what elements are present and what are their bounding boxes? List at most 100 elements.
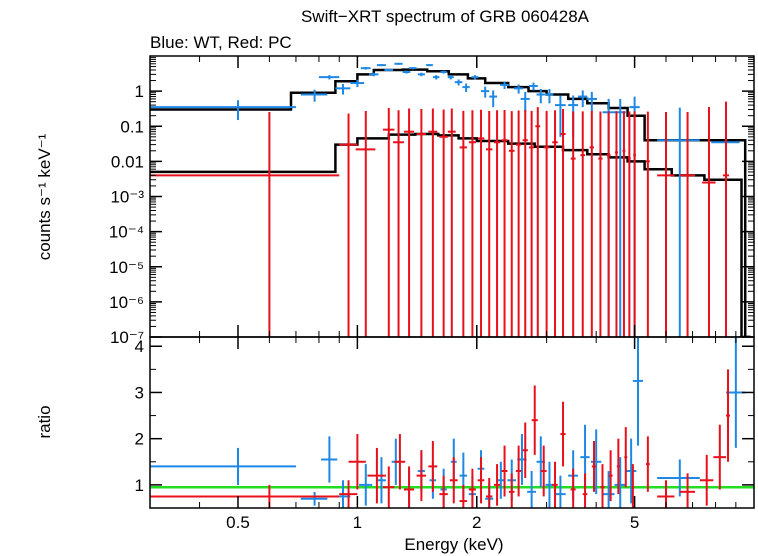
top-panel-plot-area <box>150 62 751 337</box>
data-point-pc <box>591 440 597 492</box>
data-point-pc <box>447 108 456 337</box>
data-point-wt <box>360 66 371 70</box>
data-point-wt <box>545 461 554 508</box>
data-point-pc <box>560 108 566 337</box>
data-point-wt <box>321 436 338 483</box>
data-point-wt <box>497 461 505 499</box>
data-point-wt <box>586 91 598 113</box>
data-point-pc <box>543 110 550 337</box>
data-point-pc <box>485 110 493 337</box>
data-point-pc <box>428 440 438 492</box>
data-point-pc <box>657 112 675 337</box>
data-point-wt <box>578 90 588 108</box>
data-point-pc <box>393 110 404 337</box>
data-point-wt <box>555 95 566 137</box>
data-point-wt <box>440 70 447 74</box>
data-point-wt <box>555 475 566 508</box>
data-point-pc <box>699 454 714 506</box>
ratio-panel-plot-area <box>150 337 754 508</box>
data-point-pc <box>394 434 406 490</box>
data-point-pc <box>589 110 595 337</box>
data-point-wt <box>513 84 524 94</box>
data-point-pc <box>645 111 650 337</box>
data-point-pc <box>382 108 395 337</box>
y-tick-label: 0.1 <box>120 117 144 136</box>
data-point-wt <box>454 79 463 86</box>
data-point-wt <box>409 67 417 70</box>
data-point-pc <box>582 473 588 508</box>
data-point-pc <box>477 109 485 337</box>
ratio-panel-frame <box>149 336 755 509</box>
data-point-wt <box>545 88 554 104</box>
data-point-pc <box>608 450 613 502</box>
data-point-pc <box>529 110 535 337</box>
y-tick-label: 4 <box>135 337 144 356</box>
x-axis-label: Energy (keV) <box>404 535 503 554</box>
data-point-pc <box>468 110 476 337</box>
data-point-wt <box>489 90 498 108</box>
data-point-wt <box>376 64 386 67</box>
data-point-pc <box>493 464 501 506</box>
data-point-pc <box>515 445 522 497</box>
data-point-wt <box>300 89 328 102</box>
y-tick-label: 10⁻⁴ <box>109 223 144 242</box>
data-point-pc <box>722 101 730 337</box>
data-point-wt <box>471 75 479 80</box>
data-point-wt <box>657 459 700 497</box>
y-axis-label-top: counts s⁻¹ keV⁻¹ <box>35 133 54 260</box>
data-point-wt <box>529 82 538 91</box>
data-point-pc <box>614 111 618 337</box>
data-point-pc <box>382 466 395 508</box>
data-point-pc <box>348 434 366 490</box>
data-point-pc <box>468 468 476 508</box>
data-point-pc <box>449 457 458 504</box>
model-step-line-pc <box>150 132 751 337</box>
data-point-pc <box>508 111 515 337</box>
data-point-pc <box>439 475 448 508</box>
data-point-pc <box>485 477 493 508</box>
data-point-pc <box>150 112 340 337</box>
data-point-pc <box>501 445 508 497</box>
data-point-wt <box>150 447 296 485</box>
data-point-pc <box>515 110 522 337</box>
data-point-pc <box>428 108 438 337</box>
data-point-pc <box>477 457 485 504</box>
data-point-pc <box>598 111 603 337</box>
data-point-pc <box>459 110 468 337</box>
data-point-pc <box>552 110 558 337</box>
data-point-pc <box>459 484 468 508</box>
y-tick-label: 1 <box>135 82 144 101</box>
data-point-pc <box>508 473 515 508</box>
data-point-pc <box>631 464 635 508</box>
data-point-wt <box>300 491 328 506</box>
data-point-pc <box>726 369 731 462</box>
data-point-pc <box>552 461 558 508</box>
data-point-wt <box>376 457 386 504</box>
y-tick-label: 2 <box>135 430 144 449</box>
data-point-pc <box>339 113 358 337</box>
data-point-wt <box>614 457 626 508</box>
chart-subtitle: Blue: WT, Red: PC <box>150 33 292 52</box>
data-point-pc <box>560 401 566 467</box>
data-point-wt <box>394 62 403 65</box>
y-tick-label: 10⁻³ <box>110 188 144 207</box>
data-point-wt <box>318 75 340 80</box>
chart-title: Swift−XRT spectrum of GRB 060428A <box>301 7 590 26</box>
data-point-wt <box>150 100 296 121</box>
data-point-pc <box>633 111 636 337</box>
y-tick-label: 10⁻⁵ <box>109 258 144 277</box>
data-point-wt <box>369 72 379 77</box>
data-point-wt <box>590 429 602 495</box>
data-point-wt <box>527 471 536 508</box>
data-point-wt <box>520 91 530 113</box>
data-point-wt <box>384 68 394 72</box>
data-point-wt <box>350 79 365 88</box>
ratio-panel: 1 2 3 4 0.5 1 2 5 <box>135 336 755 532</box>
data-point-wt <box>632 337 644 446</box>
data-point-pc <box>624 427 628 488</box>
data-point-wt <box>417 72 425 77</box>
data-point-pc <box>531 385 538 455</box>
y-tick-label: 3 <box>135 383 144 402</box>
y-tick-label: 10⁻⁷ <box>110 328 144 347</box>
data-point-wt <box>536 88 545 104</box>
